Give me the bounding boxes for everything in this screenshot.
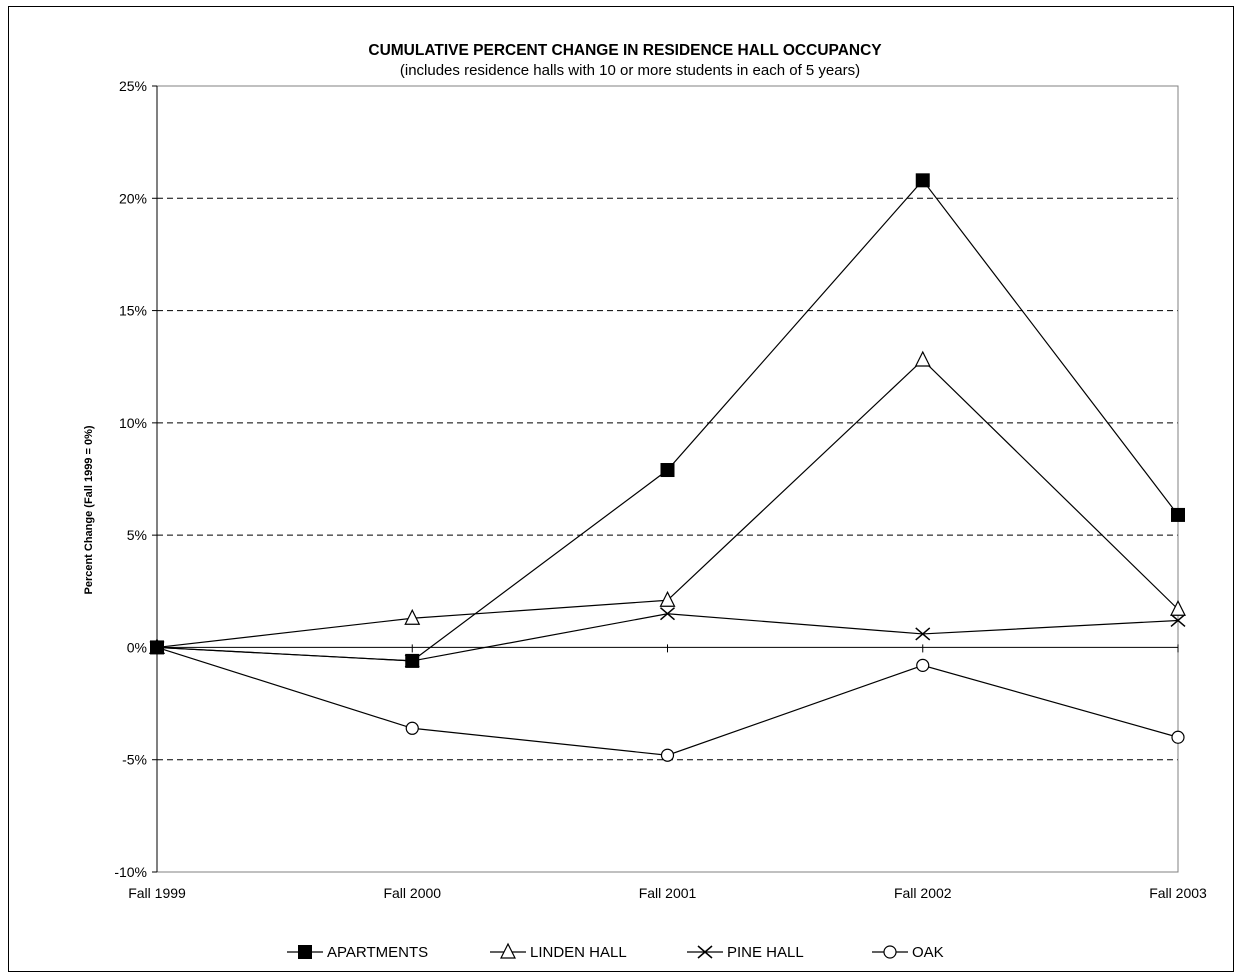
y-tick-label: 0% xyxy=(127,639,147,655)
x-tick-label: Fall 2000 xyxy=(383,885,441,901)
chart-title: CUMULATIVE PERCENT CHANGE IN RESIDENCE H… xyxy=(368,42,882,59)
data-point-pine-hall xyxy=(1170,613,1186,628)
legend-label: OAK xyxy=(912,944,944,961)
data-point-oak xyxy=(1171,730,1185,744)
legend-label: APARTMENTS xyxy=(327,944,428,961)
x-tick-label: Fall 2002 xyxy=(894,885,952,901)
data-point-linden-hall xyxy=(404,608,421,625)
series-line-pine-hall xyxy=(156,613,1179,662)
data-point-pine-hall xyxy=(915,627,931,641)
y-axis-label-group: Percent Change (Fall 1999 = 0%) xyxy=(83,425,95,594)
data-point-apartments xyxy=(1171,507,1185,522)
data-point-oak xyxy=(405,721,419,735)
data-point-oak xyxy=(660,748,675,762)
legend-label: PINE HALL xyxy=(727,944,804,961)
data-point-linden-hall xyxy=(914,350,931,367)
y-tick-label: 20% xyxy=(119,190,147,206)
data-point-linden-hall xyxy=(1170,599,1186,616)
series-line-apartments xyxy=(156,179,1179,662)
data-point-apartments xyxy=(150,640,164,655)
x-marker-stroke xyxy=(660,607,675,621)
legend-label: LINDEN HALL xyxy=(530,944,627,961)
legend-marker xyxy=(298,945,312,959)
x-marker-stroke xyxy=(1170,613,1186,628)
series-group xyxy=(149,173,1186,762)
y-tick-label: 15% xyxy=(119,303,147,319)
x-tick-label: Fall 2001 xyxy=(639,885,697,901)
series-apartments xyxy=(150,173,1185,668)
legend-marker xyxy=(697,945,713,959)
y-axis-label: Percent Change (Fall 1999 = 0%) xyxy=(83,425,95,594)
series-linden-hall xyxy=(149,350,1186,655)
data-point-oak xyxy=(916,658,930,672)
legend-marker xyxy=(500,942,516,959)
x-tick-label: Fall 2003 xyxy=(1149,885,1207,901)
gridlines xyxy=(157,197,1178,761)
y-tick-labels: 25% 20% 15% 10% 5% 0% -5% -10% xyxy=(114,78,147,880)
chart-frame xyxy=(8,6,1234,972)
x-marker-stroke xyxy=(697,945,713,959)
legend-item-oak: OAK xyxy=(872,944,944,961)
x-tick-label: Fall 1999 xyxy=(128,885,186,901)
series-oak xyxy=(150,640,1185,762)
series-line-oak xyxy=(156,646,1179,756)
chart-subtitle: (includes residence halls with 10 or mor… xyxy=(400,62,860,79)
data-point-linden-hall xyxy=(659,590,676,607)
y-tick-label: -5% xyxy=(122,752,147,768)
x-marker-stroke xyxy=(915,627,931,641)
data-point-apartments xyxy=(660,463,675,478)
y-tick-label: 25% xyxy=(119,78,147,94)
data-point-apartments xyxy=(915,173,930,188)
legend: APARTMENTS LINDEN HALL PINE HALL OAK xyxy=(287,942,944,961)
legend-marker xyxy=(883,945,897,959)
legend-item-linden-hall: LINDEN HALL xyxy=(490,942,627,961)
y-tick-label: -10% xyxy=(114,864,147,880)
legend-item-pine-hall: PINE HALL xyxy=(687,944,804,961)
legend-item-apartments: APARTMENTS xyxy=(287,944,428,961)
y-tick-label: 10% xyxy=(119,415,147,431)
chart-titles: CUMULATIVE PERCENT CHANGE IN RESIDENCE H… xyxy=(368,42,882,79)
series-pine-hall xyxy=(149,607,1186,668)
y-tick-label: 5% xyxy=(127,527,147,543)
axes xyxy=(152,85,1179,873)
data-point-apartments xyxy=(405,653,420,668)
x-tick-labels: Fall 1999 Fall 2000 Fall 2001 Fall 2002 Fall… xyxy=(128,885,1207,901)
data-point-pine-hall xyxy=(660,607,675,621)
